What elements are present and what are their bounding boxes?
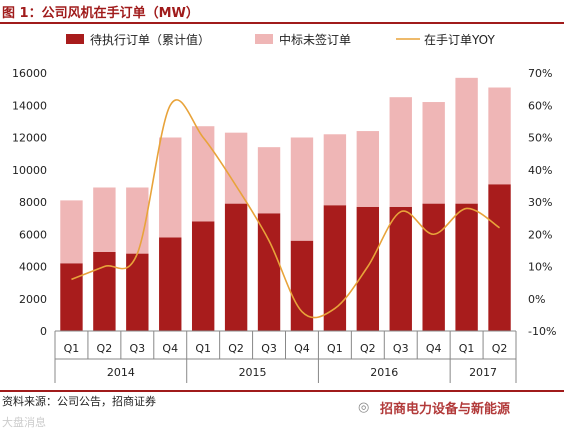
bar-pending-orders bbox=[323, 205, 347, 331]
footer-divider bbox=[0, 390, 564, 392]
x-tick-label: Q3 bbox=[129, 342, 145, 355]
x-group-label: 2016 bbox=[370, 366, 398, 379]
bar-won-unsigned-orders bbox=[60, 200, 83, 264]
x-group-label: 2017 bbox=[469, 366, 497, 379]
watermark: 大盘消息 bbox=[2, 416, 46, 429]
bar-pending-orders bbox=[455, 203, 478, 331]
x-tick-label: Q1 bbox=[195, 342, 211, 355]
x-tick-label: Q4 bbox=[426, 342, 442, 355]
title-bar: 图 1：公司风机在手订单（MW） bbox=[0, 0, 564, 24]
y-right-tick-label: -10% bbox=[528, 325, 556, 338]
y-right-tick-label: 50% bbox=[528, 132, 552, 145]
x-tick-label: Q3 bbox=[261, 342, 277, 355]
bar-pending-orders bbox=[159, 237, 182, 331]
chart-title: 图 1：公司风机在手订单（MW） bbox=[2, 6, 199, 21]
y-left-tick-label: 10000 bbox=[12, 164, 47, 177]
bar-won-unsigned-orders bbox=[159, 137, 182, 238]
x-tick-label: Q4 bbox=[294, 342, 310, 355]
legend-swatch-won-unsigned bbox=[255, 34, 273, 44]
x-tick-label: Q2 bbox=[492, 342, 508, 355]
y-right-tick-label: 60% bbox=[528, 99, 552, 112]
bar-won-unsigned-orders bbox=[224, 132, 248, 204]
source-note: 资料来源：公司公告，招商证券 bbox=[2, 395, 156, 408]
bar-won-unsigned-orders bbox=[323, 134, 347, 206]
y-left-tick-label: 6000 bbox=[19, 228, 47, 241]
x-tick-label: Q1 bbox=[64, 342, 80, 355]
y-left-tick-label: 2000 bbox=[19, 293, 47, 306]
bar-won-unsigned-orders bbox=[257, 147, 281, 214]
y-right-tick-label: 30% bbox=[528, 196, 552, 209]
bar-pending-orders bbox=[422, 203, 445, 331]
legend-label-won-unsigned: 中标未签订单 bbox=[279, 32, 351, 47]
bar-pending-orders bbox=[93, 251, 116, 331]
legend-swatch-pending bbox=[66, 34, 84, 44]
x-tick-label: Q1 bbox=[459, 342, 475, 355]
x-tick-label: Q2 bbox=[228, 342, 244, 355]
brand-name: 招商电力设备与新能源 bbox=[380, 402, 511, 417]
bar-won-unsigned-orders bbox=[290, 137, 314, 241]
y-left-tick-label: 12000 bbox=[12, 132, 47, 145]
y-right-tick-label: 40% bbox=[528, 164, 552, 177]
bar-won-unsigned-orders bbox=[488, 87, 511, 185]
bar-won-unsigned-orders bbox=[455, 77, 478, 204]
bar-won-unsigned-orders bbox=[422, 102, 445, 204]
legend-label-pending: 待执行订单（累计值） bbox=[90, 32, 210, 47]
x-tick-label: Q2 bbox=[360, 342, 376, 355]
bar-pending-orders bbox=[356, 206, 380, 331]
y-right-tick-label: 20% bbox=[528, 228, 552, 241]
bar-pending-orders bbox=[257, 213, 281, 331]
x-tick-label: Q1 bbox=[327, 342, 343, 355]
x-group-label: 2015 bbox=[239, 366, 267, 379]
line-yoy bbox=[71, 99, 500, 319]
bar-pending-orders bbox=[389, 206, 412, 331]
legend-label-yoy: 在手订单YOY bbox=[424, 33, 495, 47]
wechat-icon: ◎ bbox=[358, 400, 370, 415]
bar-won-unsigned-orders bbox=[191, 126, 215, 222]
y-left-tick-label: 16000 bbox=[12, 67, 47, 80]
y-left-tick-label: 4000 bbox=[19, 261, 47, 274]
bar-won-unsigned-orders bbox=[356, 131, 380, 207]
x-tick-label: Q4 bbox=[162, 342, 178, 355]
bar-pending-orders bbox=[191, 221, 215, 331]
bar-won-unsigned-orders bbox=[389, 97, 412, 207]
y-right-tick-label: 0% bbox=[528, 293, 545, 306]
bar-pending-orders bbox=[126, 253, 149, 331]
bar-pending-orders bbox=[60, 263, 83, 331]
bar-won-unsigned-orders bbox=[126, 187, 149, 254]
bar-pending-orders bbox=[488, 184, 511, 331]
bar-won-unsigned-orders bbox=[93, 187, 116, 252]
y-right-tick-label: 10% bbox=[528, 261, 552, 274]
y-left-tick-label: 14000 bbox=[12, 99, 47, 112]
x-group-label: 2014 bbox=[107, 366, 135, 379]
x-tick-label: Q2 bbox=[97, 342, 113, 355]
y-right-tick-label: 70% bbox=[528, 67, 552, 80]
bar-pending-orders bbox=[224, 203, 248, 331]
x-tick-label: Q3 bbox=[393, 342, 409, 355]
bar-pending-orders bbox=[290, 240, 314, 331]
y-left-tick-label: 8000 bbox=[19, 196, 47, 209]
y-left-tick-label: 0 bbox=[40, 325, 47, 338]
